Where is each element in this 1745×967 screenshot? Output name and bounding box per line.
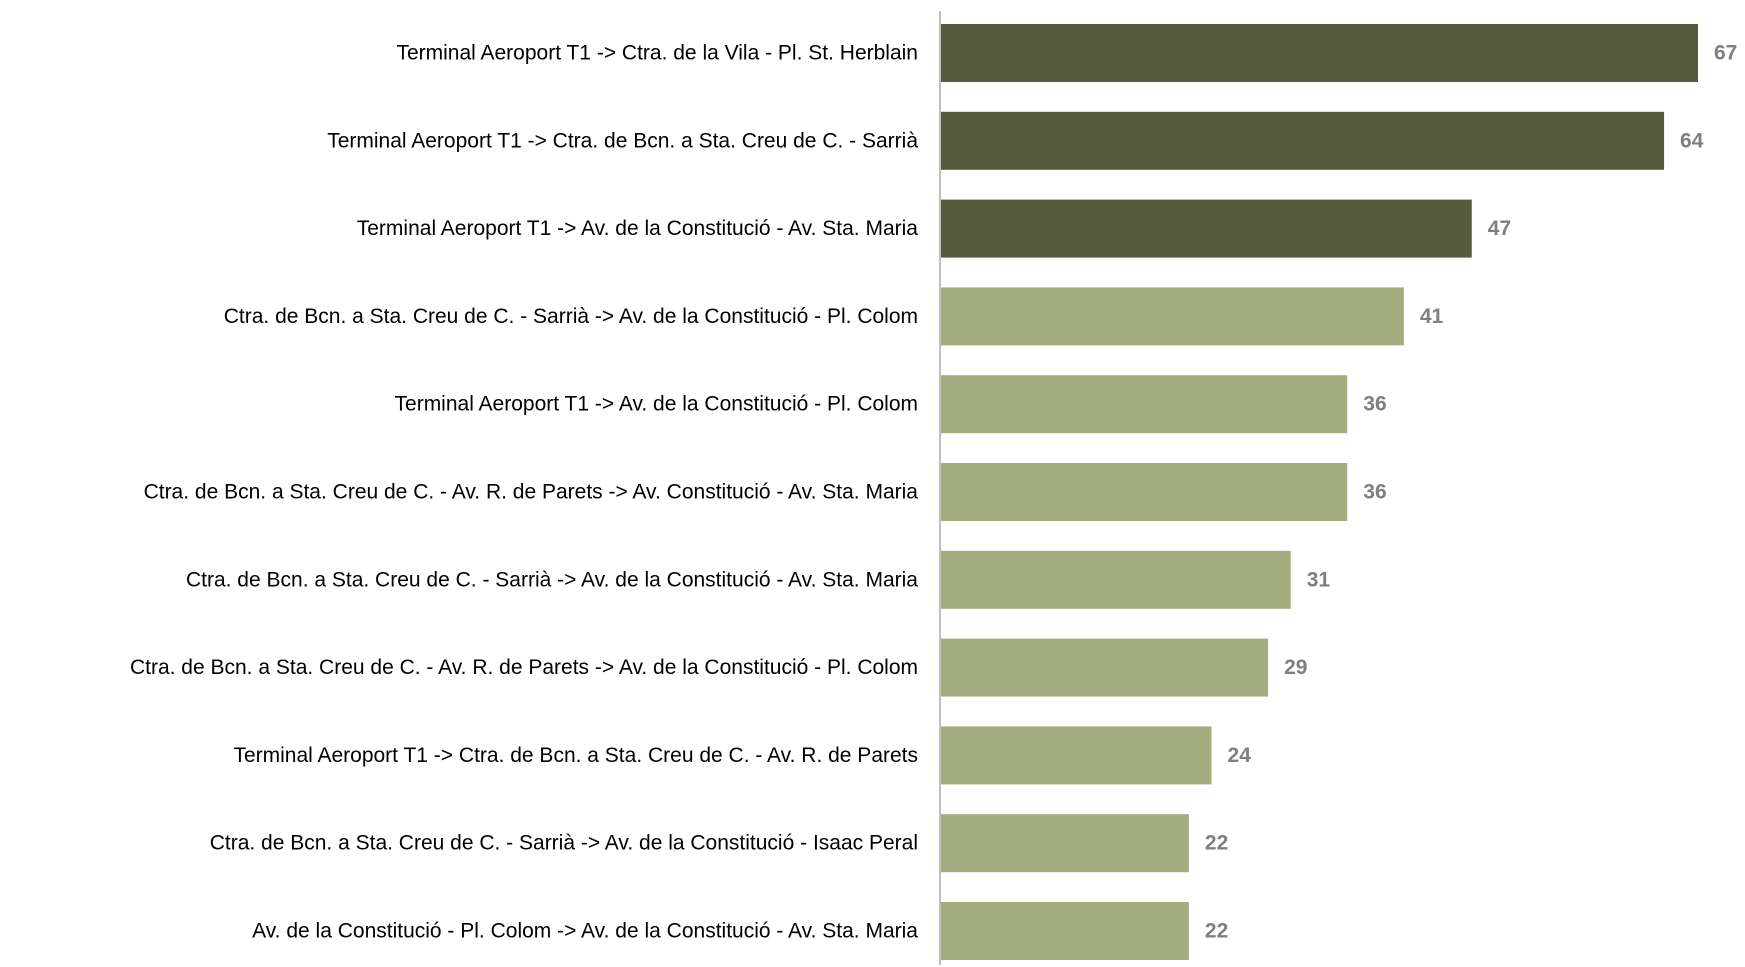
- bar: [941, 287, 1404, 346]
- value-label: 47: [1488, 217, 1511, 240]
- bar: [941, 550, 1291, 609]
- bar: [941, 463, 1348, 521]
- value-label: 24: [1228, 744, 1252, 767]
- category-label: Terminal Aeroport T1 -> Av. de la Consti…: [395, 393, 918, 416]
- value-label: 67: [1714, 42, 1737, 65]
- value-label: 22: [1205, 832, 1228, 855]
- value-label: 36: [1363, 481, 1386, 504]
- category-label: Ctra. de Bcn. a Sta. Creu de C. - Sarrià…: [224, 305, 918, 328]
- category-label: Terminal Aeroport T1 -> Ctra. de Bcn. a …: [233, 744, 918, 767]
- bar: [941, 726, 1212, 785]
- value-label: 31: [1307, 568, 1331, 591]
- category-label: Terminal Aeroport T1 -> Ctra. de la Vila…: [396, 42, 918, 65]
- category-label: Terminal Aeroport T1 -> Av. de la Consti…: [357, 217, 919, 240]
- category-label: Av. de la Constitució - Pl. Colom -> Av.…: [252, 920, 918, 943]
- bar: [941, 902, 1189, 960]
- bar: [941, 24, 1698, 82]
- value-label: 41: [1420, 305, 1444, 328]
- value-label: 36: [1363, 393, 1386, 416]
- category-label: Ctra. de Bcn. a Sta. Creu de C. - Sarrià…: [210, 832, 918, 855]
- category-label: Terminal Aeroport T1 -> Ctra. de Bcn. a …: [327, 129, 918, 152]
- value-label: 22: [1205, 920, 1228, 943]
- category-label: Ctra. de Bcn. a Sta. Creu de C. - Av. R.…: [130, 656, 918, 679]
- bar: [941, 111, 1665, 170]
- bar: [941, 814, 1189, 873]
- bar: [941, 638, 1269, 697]
- bar: [941, 375, 1348, 434]
- bar: [941, 199, 1472, 258]
- value-label: 64: [1680, 129, 1704, 152]
- category-label: Ctra. de Bcn. a Sta. Creu de C. - Sarrià…: [186, 568, 918, 591]
- category-label: Ctra. de Bcn. a Sta. Creu de C. - Av. R.…: [144, 481, 919, 504]
- value-label: 29: [1284, 656, 1307, 679]
